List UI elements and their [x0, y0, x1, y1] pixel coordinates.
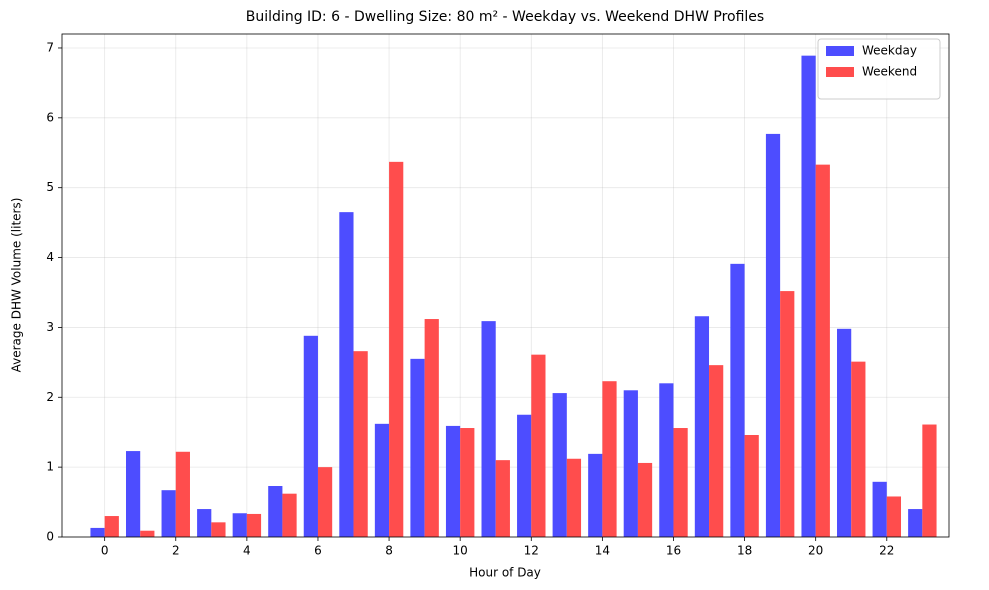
bar	[623, 390, 638, 537]
y-tick-label: 6	[46, 110, 54, 124]
x-tick-label: 18	[737, 544, 752, 558]
bar	[908, 509, 923, 537]
bar	[232, 513, 247, 537]
bar	[353, 351, 368, 537]
bar	[90, 527, 105, 537]
x-axis-label: Hour of Day	[469, 566, 541, 580]
bar	[588, 453, 603, 537]
bar	[424, 319, 439, 537]
bar	[495, 460, 510, 537]
x-tick-label: 6	[314, 544, 322, 558]
x-tick-label: 16	[666, 544, 681, 558]
y-tick-label: 4	[46, 250, 54, 264]
plot-frame	[61, 33, 950, 538]
bar	[872, 481, 887, 537]
x-tick-label: 8	[385, 544, 393, 558]
bar	[246, 513, 262, 537]
bar	[673, 428, 688, 537]
bar	[744, 435, 759, 537]
legend-swatch	[826, 46, 854, 56]
bar	[104, 516, 119, 537]
bar	[517, 414, 532, 537]
bar	[339, 212, 354, 538]
bar	[922, 424, 937, 537]
chart-title: Building ID: 6 - Dwelling Size: 80 m² - …	[246, 9, 764, 25]
bar	[268, 486, 283, 537]
bar	[317, 467, 333, 537]
y-tick-label: 2	[46, 390, 54, 404]
x-tick-label: 20	[808, 544, 823, 558]
bar	[566, 458, 582, 537]
bar	[389, 161, 404, 538]
x-tick-label: 14	[595, 544, 610, 558]
bar	[694, 316, 710, 537]
bar	[851, 361, 866, 537]
bar	[445, 425, 461, 537]
legend-label: Weekday	[862, 44, 917, 58]
bar	[303, 335, 318, 537]
x-tick-label: 22	[879, 544, 894, 558]
bar	[175, 451, 190, 537]
bar	[197, 509, 212, 537]
bar	[730, 263, 745, 537]
bar	[780, 291, 795, 537]
bar	[637, 462, 653, 537]
bar	[460, 428, 475, 537]
bar	[602, 381, 617, 537]
legend-label: Weekend	[862, 65, 917, 79]
x-tick-label: 2	[172, 544, 180, 558]
y-tick-label: 1	[46, 460, 54, 474]
x-tick-label: 10	[453, 544, 468, 558]
y-tick-label: 5	[46, 180, 54, 194]
x-tick-label: 0	[101, 544, 109, 558]
bar	[531, 354, 546, 537]
bar	[815, 164, 830, 538]
bar	[282, 493, 297, 537]
y-tick-label: 7	[46, 40, 54, 54]
bar	[161, 490, 176, 537]
bar	[837, 328, 852, 537]
y-axis-label: Average DHW Volume (liters)	[10, 198, 24, 373]
bar	[211, 522, 226, 537]
bar	[709, 365, 724, 537]
legend-swatch	[826, 67, 854, 77]
x-tick-label: 12	[524, 544, 539, 558]
bar	[140, 530, 155, 537]
y-tick-label: 0	[46, 530, 54, 544]
bar	[801, 55, 816, 537]
bar	[410, 358, 425, 537]
bar	[481, 321, 496, 537]
bar	[374, 423, 390, 537]
bar	[765, 133, 781, 538]
x-tick-label: 4	[243, 544, 251, 558]
bar	[886, 496, 902, 537]
bar	[659, 383, 674, 537]
y-tick-label: 3	[46, 320, 54, 334]
bar	[125, 451, 141, 537]
bar	[552, 393, 567, 537]
